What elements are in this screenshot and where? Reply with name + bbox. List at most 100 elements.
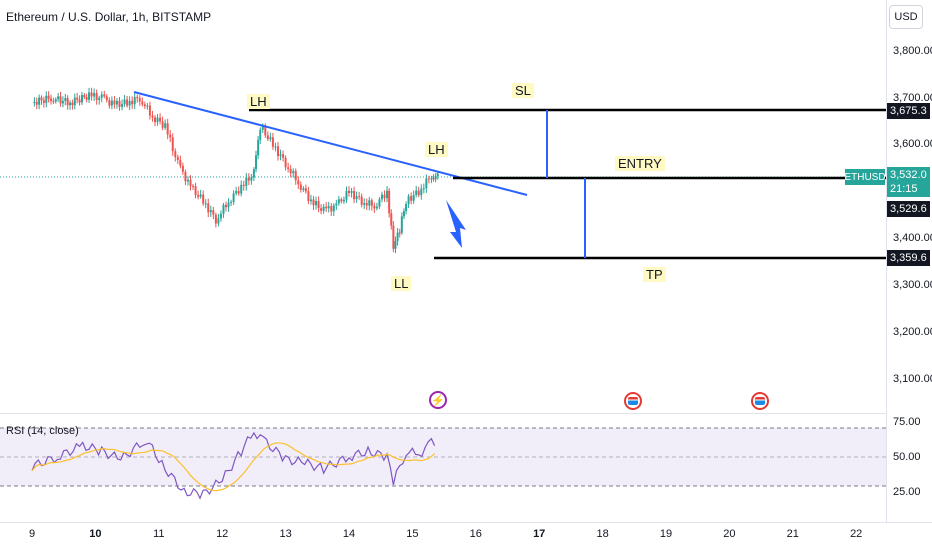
candle-body bbox=[361, 197, 363, 205]
candle-body bbox=[134, 97, 136, 104]
candle-body bbox=[113, 101, 115, 105]
sl-price-tag: 3,675.3 bbox=[887, 103, 930, 119]
candle-body bbox=[328, 206, 330, 208]
candle-body bbox=[386, 191, 388, 198]
candle-body bbox=[376, 207, 378, 209]
entry-label[interactable]: ENTRY bbox=[615, 156, 665, 171]
candle-body bbox=[149, 106, 151, 116]
candle-body bbox=[136, 97, 138, 98]
candle-body bbox=[423, 188, 425, 189]
current-price: 3,532.0 bbox=[890, 168, 930, 182]
candle-body bbox=[172, 137, 174, 151]
candle-body bbox=[207, 203, 209, 212]
candle-body bbox=[351, 191, 353, 193]
price-tick: 3,600.00 bbox=[893, 138, 932, 150]
candle-body bbox=[179, 160, 181, 166]
candle-body bbox=[93, 93, 95, 96]
candle-body bbox=[174, 151, 176, 157]
ll-label[interactable]: LL bbox=[391, 276, 411, 291]
candle-body bbox=[274, 147, 276, 148]
candle-body bbox=[233, 193, 235, 202]
price-tick: 3,400.00 bbox=[893, 232, 932, 244]
time-tick: 22 bbox=[850, 528, 862, 540]
candle-body bbox=[111, 101, 113, 106]
candle-body bbox=[202, 195, 204, 204]
candle-body bbox=[57, 96, 59, 99]
candle-body bbox=[116, 101, 118, 105]
time-tick: 11 bbox=[153, 528, 164, 540]
candle-body bbox=[280, 154, 282, 156]
candle-body bbox=[371, 200, 373, 206]
candle-body bbox=[373, 206, 375, 208]
candle-body bbox=[345, 191, 347, 200]
sl-label[interactable]: SL bbox=[512, 83, 534, 98]
candle-body bbox=[384, 195, 386, 198]
candle-body bbox=[41, 98, 43, 101]
candle-body bbox=[430, 178, 432, 179]
candle-body bbox=[340, 199, 342, 201]
candle-body bbox=[220, 214, 222, 218]
candle-body bbox=[121, 104, 123, 107]
lh-label-1[interactable]: LH bbox=[247, 94, 270, 109]
candle-body bbox=[267, 135, 269, 139]
candle-body bbox=[368, 200, 370, 205]
time-tick: 16 bbox=[470, 528, 482, 540]
candle-body bbox=[76, 98, 78, 100]
tp-price-tag: 3,359.6 bbox=[887, 250, 930, 266]
candle-body bbox=[98, 98, 100, 100]
pane-separator[interactable] bbox=[0, 413, 886, 414]
price-tick: 3,800.00 bbox=[893, 45, 932, 57]
time-tick: 20 bbox=[723, 528, 735, 540]
candle-body bbox=[83, 95, 85, 97]
us-flag-icon[interactable] bbox=[751, 392, 769, 410]
time-tick: 12 bbox=[216, 528, 228, 540]
candle-body bbox=[129, 101, 131, 106]
candle-body bbox=[108, 100, 110, 105]
candle-body bbox=[302, 188, 304, 190]
candle-body bbox=[433, 178, 435, 179]
candle-body bbox=[64, 98, 66, 101]
candle-body bbox=[164, 123, 166, 127]
candle-body bbox=[343, 200, 345, 202]
candle-body bbox=[285, 158, 287, 167]
candle-body bbox=[415, 191, 417, 195]
time-tick: 14 bbox=[343, 528, 355, 540]
candle-body bbox=[335, 203, 337, 205]
candle-body bbox=[182, 166, 184, 172]
trendline bbox=[134, 92, 527, 195]
candle-body bbox=[413, 195, 415, 201]
candle-body bbox=[192, 186, 194, 187]
tp-label[interactable]: TP bbox=[643, 267, 666, 282]
candles-group bbox=[33, 88, 438, 253]
candle-body bbox=[381, 195, 383, 200]
candle-body bbox=[420, 189, 422, 195]
candle-body bbox=[131, 101, 133, 104]
candle-body bbox=[222, 205, 224, 214]
candle-body bbox=[250, 177, 252, 180]
current-price-tag: 3,532.0 21:15 bbox=[887, 167, 930, 197]
candle-body bbox=[217, 218, 219, 223]
candle-body bbox=[195, 186, 197, 195]
candle-body bbox=[167, 123, 169, 134]
lightning-icon[interactable]: ⚡ bbox=[429, 391, 447, 409]
candle-body bbox=[33, 102, 35, 103]
candle-body bbox=[126, 100, 128, 106]
rsi-tick: 75.00 bbox=[893, 416, 921, 428]
candle-body bbox=[238, 191, 240, 194]
candle-body bbox=[52, 101, 54, 102]
candle-body bbox=[154, 117, 156, 122]
candle-body bbox=[197, 195, 199, 197]
candle-body bbox=[428, 178, 430, 179]
candle-body bbox=[38, 98, 40, 105]
lh-label-2[interactable]: LH bbox=[425, 142, 448, 157]
candle-body bbox=[408, 196, 410, 204]
time-tick: 18 bbox=[596, 528, 608, 540]
candle-body bbox=[62, 101, 64, 103]
candle-body bbox=[255, 155, 257, 169]
candle-body bbox=[435, 176, 437, 179]
candle-body bbox=[320, 208, 322, 211]
us-flag-icon[interactable] bbox=[624, 392, 642, 410]
candle-body bbox=[312, 199, 314, 205]
time-tick: 17 bbox=[533, 528, 545, 540]
